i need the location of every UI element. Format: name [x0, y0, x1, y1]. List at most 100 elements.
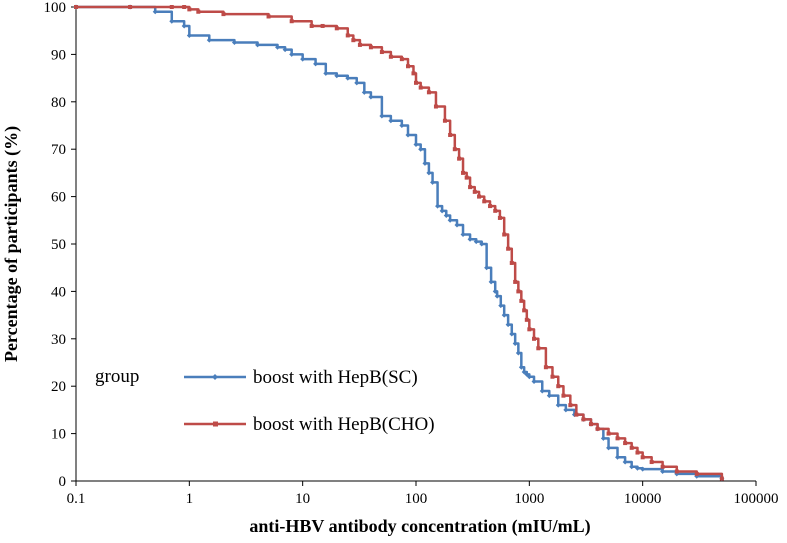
x-axis-title: anti-HBV antibody concentration (mIU/mL)	[249, 516, 590, 537]
data-point	[468, 185, 473, 190]
data-point	[405, 132, 411, 138]
data-point	[635, 450, 640, 455]
data-point	[323, 70, 329, 76]
data-point	[588, 422, 593, 427]
data-point	[539, 388, 545, 394]
data-point	[492, 288, 498, 294]
data-point	[522, 308, 527, 313]
data-point	[275, 44, 281, 50]
data-point	[368, 45, 373, 50]
data-point	[388, 118, 394, 124]
data-point	[516, 289, 521, 294]
data-point	[532, 336, 537, 341]
legend-label: boost with HepB(CHO)	[253, 414, 435, 435]
legend-title: group	[95, 366, 139, 387]
y-tick-label: 30	[51, 332, 66, 348]
data-point	[502, 232, 507, 237]
y-tick-label: 100	[44, 0, 67, 16]
data-point	[521, 369, 527, 375]
data-point	[595, 426, 600, 431]
data-point	[206, 37, 212, 43]
data-point	[266, 14, 271, 19]
data-point	[221, 12, 226, 17]
data-point	[181, 23, 187, 29]
data-point	[473, 239, 479, 245]
data-point	[600, 435, 606, 441]
data-point	[454, 222, 460, 228]
data-point	[622, 459, 628, 465]
data-point	[482, 199, 487, 204]
legend: group boost with HepB(SC)boost with HepB…	[95, 366, 435, 435]
data-point	[351, 38, 356, 43]
data-point	[289, 51, 295, 57]
data-point	[555, 402, 561, 408]
x-tick-label: 100000	[734, 491, 779, 507]
data-point	[634, 465, 640, 471]
data-point	[531, 378, 537, 384]
data-point	[442, 118, 447, 123]
data-point	[435, 203, 441, 209]
data-point	[509, 331, 515, 337]
data-point	[479, 241, 485, 247]
data-point	[74, 5, 78, 9]
data-point	[561, 393, 566, 398]
y-tick-label: 50	[51, 237, 66, 253]
data-point	[334, 26, 339, 31]
data-point	[413, 141, 419, 147]
data-point	[399, 123, 405, 128]
data-point	[563, 407, 569, 413]
x-tick-labels: 0.1 1 10 100 1000 10000 100000	[67, 491, 779, 507]
data-point	[182, 5, 187, 9]
data-point	[128, 5, 133, 9]
data-point	[231, 40, 237, 46]
data-point	[169, 5, 174, 9]
data-point	[606, 445, 612, 451]
data-point	[550, 374, 555, 379]
data-point	[345, 33, 350, 38]
data-point	[289, 19, 294, 24]
data-point	[379, 50, 384, 55]
series-line	[76, 5, 724, 479]
data-point	[519, 298, 524, 303]
data-point	[526, 374, 532, 380]
x-tick-label: 10	[295, 491, 310, 507]
data-point	[488, 279, 494, 285]
data-point	[418, 85, 423, 90]
data-point	[320, 23, 325, 28]
y-tick-label: 20	[51, 379, 66, 395]
axes	[71, 6, 757, 486]
x-tick-label: 100	[405, 491, 428, 507]
data-point	[255, 42, 261, 48]
data-point	[448, 132, 453, 137]
data-point	[439, 208, 445, 214]
data-point	[494, 293, 500, 299]
data-point	[309, 23, 314, 28]
legend-items: boost with HepB(SC) boost with HepB(CHO)	[184, 367, 435, 435]
series-line	[76, 5, 724, 479]
y-tick-label: 60	[51, 190, 66, 206]
data-point	[543, 365, 548, 370]
y-axis-title: Percentage of participants (%)	[1, 126, 22, 362]
data-point	[506, 246, 511, 251]
y-tick-label: 10	[51, 427, 66, 443]
data-point	[497, 215, 502, 220]
legend-marker	[212, 374, 218, 380]
data-point	[629, 445, 634, 450]
data-point	[460, 232, 466, 238]
data-point	[345, 75, 351, 81]
legend-label: boost with HepB(SC)	[253, 367, 418, 388]
data-point	[452, 147, 457, 152]
x-tick-label: 0.1	[67, 491, 86, 507]
data-point	[527, 327, 532, 332]
data-point	[430, 179, 436, 185]
data-point	[477, 194, 482, 199]
data-point	[152, 9, 158, 15]
x-tick-label: 10000	[624, 491, 662, 507]
data-point	[674, 469, 679, 474]
data-point	[649, 460, 654, 465]
x-tick-label: 1000	[514, 491, 544, 507]
series-2	[74, 5, 724, 481]
x-tick-label: 1	[186, 491, 194, 507]
y-tick-label: 70	[51, 142, 66, 158]
